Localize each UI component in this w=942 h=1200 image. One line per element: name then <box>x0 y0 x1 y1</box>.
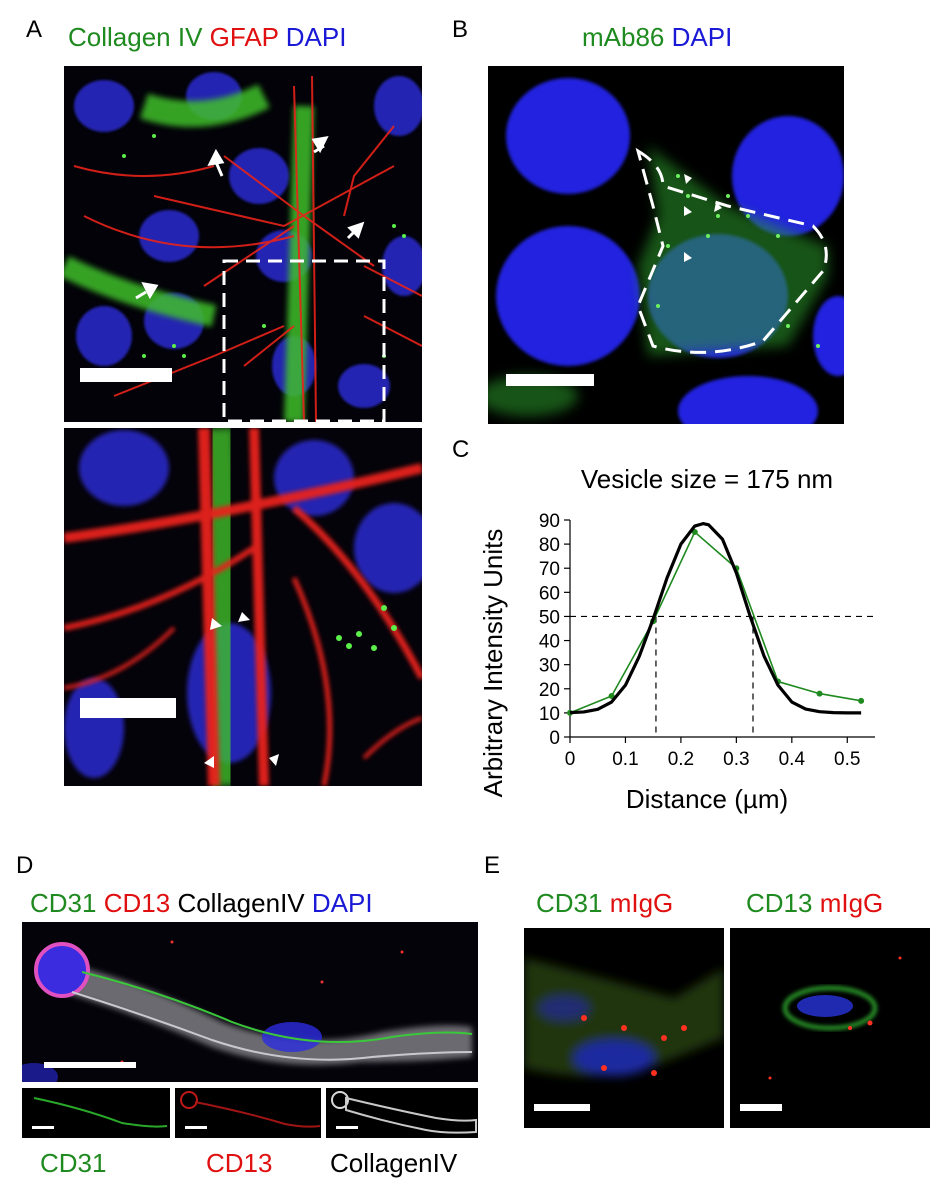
chart-y-tick-label: 10 <box>539 704 560 725</box>
chart-x-tick-label: 0.3 <box>723 749 749 770</box>
panel-d-collagen-channel <box>326 1088 478 1138</box>
panel-d-collagen-scale-bar <box>336 1126 358 1129</box>
panel-e-right-header: CD13 mIgG <box>746 888 883 919</box>
panel-b-header: mAb86 DAPI <box>582 22 732 53</box>
panel-d-scale-bar <box>44 1062 136 1068</box>
panel-e-left-image <box>524 928 724 1128</box>
panel-d-cd31-channel <box>22 1088 170 1138</box>
panel-a-top-image <box>64 66 422 422</box>
chart-x-tick-label: 0 <box>565 749 576 770</box>
panel-d-letter: D <box>16 852 33 880</box>
panel-e-left-header: CD31 mIgG <box>536 888 673 919</box>
panel-a-label-collagen: Collagen IV <box>68 22 202 52</box>
panel-b-scale-bar <box>506 374 594 386</box>
chart-point <box>858 698 864 704</box>
panel-d-label-dapi: DAPI <box>312 888 373 918</box>
panel-d-cd13-scale-bar <box>185 1126 207 1129</box>
panel-b-label-dapi: DAPI <box>672 22 733 52</box>
chart-y-tick-label: 90 <box>539 511 560 532</box>
panel-e-left-label-cd31: CD31 <box>536 888 602 918</box>
chart-y-tick-label: 80 <box>539 535 560 556</box>
panel-d-label-collagen: CollagenIV <box>177 888 304 918</box>
panel-d-header: CD31 CD13 CollagenIV DAPI <box>30 888 373 919</box>
panel-b-image <box>488 66 844 424</box>
chart-x-tick-label: 0.1 <box>612 749 638 770</box>
panel-e-right-label-migg: mIgG <box>820 888 884 918</box>
panel-d-label-cd31: CD31 <box>30 888 96 918</box>
panel-a-bottom-scale-bar <box>80 698 176 718</box>
panel-a-top-scale-bar <box>80 368 172 382</box>
panel-d-sublabel-collagen: CollagenIV <box>330 1148 457 1179</box>
panel-a-bottom-image <box>64 428 422 786</box>
panel-a-header: Collagen IV GFAP DAPI <box>68 22 346 53</box>
chart-y-tick-label: 70 <box>539 559 560 580</box>
chart-c: Vesicle size = 175 nm Arbitrary Intensit… <box>470 450 900 830</box>
panel-b-label-mab86: mAb86 <box>582 22 664 52</box>
chart-x-tick-label: 0.2 <box>668 749 694 770</box>
chart-y-tick-label: 20 <box>539 680 560 701</box>
panel-d-cd13-channel <box>175 1088 321 1138</box>
chart-series-fit-line <box>570 524 861 713</box>
chart-ylabel: Arbitrary Intensity Units <box>478 529 508 798</box>
panel-e-right-label-cd13: CD13 <box>746 888 812 918</box>
chart-y-tick-label: 60 <box>539 583 560 604</box>
chart-svg: Vesicle size = 175 nm Arbitrary Intensit… <box>470 450 900 830</box>
panel-c-letter: C <box>452 436 469 464</box>
chart-point <box>817 691 823 697</box>
panel-e-right-image <box>730 928 930 1128</box>
panel-e-left-scale-bar <box>534 1104 590 1111</box>
chart-y-tick-label: 40 <box>539 632 560 653</box>
panel-e-right-scale-bar <box>740 1104 782 1111</box>
panel-d-sublabel-cd13: CD13 <box>206 1148 272 1179</box>
panel-d-main-image <box>22 922 478 1082</box>
chart-y-tick-label: 30 <box>539 656 560 677</box>
chart-title: Vesicle size = 175 nm <box>581 464 833 494</box>
panel-a-label-gfap: GFAP <box>210 22 279 52</box>
panel-d-cd31-scale-bar <box>32 1126 54 1129</box>
chart-x-tick-label: 0.5 <box>834 749 860 770</box>
panel-a-letter: A <box>26 16 42 44</box>
panel-e-letter: E <box>484 852 500 880</box>
chart-series-measured-line <box>570 532 861 713</box>
panel-d-label-cd13: CD13 <box>104 888 170 918</box>
chart-xlabel: Distance (µm) <box>626 784 788 814</box>
panel-d-sublabel-cd31: CD31 <box>40 1148 106 1179</box>
panel-e-left-label-migg: mIgG <box>610 888 674 918</box>
chart-y-tick-label: 50 <box>539 607 560 628</box>
panel-b-letter: B <box>452 16 468 44</box>
chart-x-tick-label: 0.4 <box>779 749 806 770</box>
chart-y-tick-label: 0 <box>549 728 560 749</box>
panel-a-label-dapi: DAPI <box>286 22 347 52</box>
